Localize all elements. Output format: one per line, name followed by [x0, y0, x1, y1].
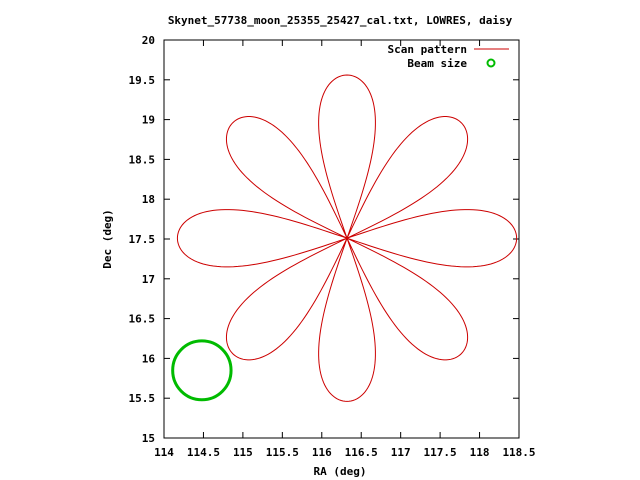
x-tick-label: 116	[312, 446, 332, 459]
legend: Scan pattern Beam size	[388, 43, 509, 70]
y-tick-label: 17.5	[129, 233, 156, 246]
series-beam-size	[171, 339, 233, 402]
x-tick-label: 118.5	[502, 446, 535, 459]
legend-label-beam-size: Beam size	[407, 57, 467, 70]
y-tick-label: 16	[142, 352, 156, 365]
x-axis: 114 114.5 115 115.5 116 116.5 117 117.5 118 118.5	[154, 40, 536, 459]
y-tick-label: 18.5	[129, 153, 156, 166]
x-tick-label: 115	[233, 446, 253, 459]
y-axis: 15 15.5 16 16.5 17 17.5 18 18.5 19 19.5 20	[129, 34, 519, 445]
y-tick-label: 16.5	[129, 313, 156, 326]
y-tick-label: 15.5	[129, 392, 156, 405]
plot-frame	[163, 39, 520, 439]
x-tick-label: 115.5	[266, 446, 299, 459]
legend-label-scan-pattern: Scan pattern	[388, 43, 467, 56]
y-tick-label: 19.5	[129, 74, 156, 87]
y-axis-label: Dec (deg)	[101, 209, 114, 269]
y-tick-label: 17	[142, 273, 155, 286]
y-tick-label: 20	[142, 34, 155, 47]
x-axis-label: RA (deg)	[314, 465, 367, 478]
chart-title: Skynet_57738_moon_25355_25427_cal.txt, L…	[168, 14, 513, 27]
x-tick-label: 114	[154, 446, 174, 459]
plot-area	[171, 74, 518, 402]
x-tick-label: 114.5	[187, 446, 220, 459]
legend-swatch-beam-size	[486, 58, 496, 68]
x-tick-label: 116.5	[345, 446, 378, 459]
series-scan-pattern	[176, 74, 518, 402]
x-tick-label: 117	[391, 446, 411, 459]
y-tick-label: 15	[142, 432, 155, 445]
x-tick-label: 117.5	[424, 446, 457, 459]
y-tick-label: 19	[142, 114, 155, 127]
x-tick-label: 118	[470, 446, 490, 459]
y-tick-label: 18	[142, 193, 155, 206]
